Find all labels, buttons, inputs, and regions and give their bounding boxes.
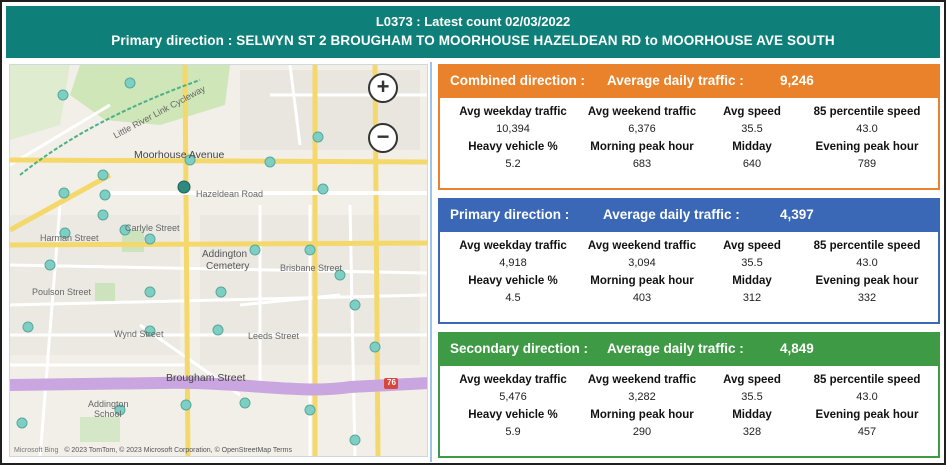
traffic-map[interactable]: Moorhouse Avenue Hazeldean Road Carlyle … (9, 64, 428, 457)
map-attribution-text[interactable]: © 2023 TomTom, © 2023 Microsoft Corporat… (64, 447, 292, 454)
map-provider-logo: Microsoft Bing (14, 447, 59, 454)
route-76-shield (384, 378, 398, 389)
map-label-leeds: Leeds Street (248, 331, 300, 341)
primary-title: Primary direction : (450, 207, 570, 222)
stat-label: Evening peak hour (815, 275, 919, 287)
stat-label: Evening peak hour (815, 409, 919, 421)
school-green (80, 417, 120, 442)
map-label-addington-school-1: Addington (88, 399, 129, 409)
primary-midday: 312 (742, 292, 762, 304)
primary-direction-title: Primary direction : SELWYN ST 2 BROUGHAM… (111, 33, 835, 48)
map-label-addington-cemetery-2: Cemetery (206, 261, 250, 272)
secondary-adt-label: Average daily traffic : (607, 341, 744, 356)
page-header: L0373 : Latest count 02/03/2022 Primary … (6, 6, 940, 58)
small-park (95, 283, 115, 301)
combined-heavy: 5.2 (505, 158, 521, 170)
park-area (70, 65, 230, 125)
combined-adt-value: 9,246 (780, 73, 814, 88)
combined-panel-header: Combined direction : Average daily traff… (440, 66, 938, 98)
primary-avg-weekend: 3,094 (628, 257, 656, 269)
combined-midday: 640 (742, 158, 762, 170)
secondary-panel-header: Secondary direction : Average daily traf… (440, 334, 938, 366)
primary-stats: Avg weekday traffic 4,918 Avg weekend tra… (444, 240, 938, 310)
stat-label: Midday (732, 141, 772, 153)
primary-direction-panel: Primary direction : Average daily traffi… (438, 198, 940, 324)
map-label-addington-school-2: School (94, 409, 122, 419)
combined-title: Combined direction : (450, 73, 585, 88)
stat-label: Morning peak hour (590, 409, 694, 421)
primary-avg-weekday: 4,918 (499, 257, 527, 269)
primary-adt-label: Average daily traffic : (603, 207, 740, 222)
stat-label: Morning peak hour (590, 141, 694, 153)
primary-adt-value: 4,397 (780, 207, 814, 222)
combined-adt-label: Average daily traffic : (607, 73, 744, 88)
stat-label: 85 percentile speed (813, 240, 921, 252)
combined-stats: Avg weekday traffic 10,394 Avg weekend tr… (444, 106, 938, 176)
stat-label: Heavy vehicle % (468, 409, 558, 421)
cycleway-line (19, 79, 201, 176)
map-attribution: Microsoft Bing © 2023 TomTom, © 2023 Mic… (14, 447, 292, 454)
combined-direction-panel: Combined direction : Average daily traff… (438, 64, 940, 190)
zoom-in-button[interactable]: + (368, 73, 398, 103)
park-area-2 (10, 65, 70, 140)
zoom-out-button[interactable]: − (368, 123, 398, 153)
combined-p85: 43.0 (856, 123, 878, 135)
stat-label: Avg weekday traffic (459, 106, 567, 118)
secondary-avg-speed: 35.5 (741, 391, 763, 403)
stat-label: Avg weekend traffic (587, 106, 697, 118)
stat-label: Midday (732, 409, 772, 421)
primary-p85: 43.0 (856, 257, 878, 269)
secondary-avg-weekday: 5,476 (499, 391, 527, 403)
stat-label: 85 percentile speed (813, 374, 921, 386)
secondary-p85: 43.0 (856, 391, 878, 403)
primary-morning: 403 (632, 292, 652, 304)
secondary-avg-weekend: 3,282 (628, 391, 656, 403)
secondary-evening: 457 (857, 426, 877, 438)
selected-count-site-marker (177, 180, 191, 194)
combined-avg-weekday: 10,394 (496, 123, 530, 135)
stat-label: Avg speed (723, 374, 781, 386)
map-label-poulson: Poulson Street (32, 287, 92, 297)
primary-evening: 332 (857, 292, 877, 304)
map-label-moorhouse: Moorhouse Avenue (134, 149, 225, 161)
map-label-carlyle: Carlyle Street (125, 223, 180, 233)
secondary-morning: 290 (632, 426, 652, 438)
secondary-stats: Avg weekday traffic 5,476 Avg weekend tra… (444, 374, 938, 444)
primary-panel-header: Primary direction : Average daily traffi… (440, 200, 938, 232)
primary-avg-speed: 35.5 (741, 257, 763, 269)
route-76-label: 76 (387, 378, 396, 387)
brougham-street-road (10, 376, 427, 396)
stat-label: 85 percentile speed (813, 106, 921, 118)
count-title: L0373 : Latest count 02/03/2022 (375, 14, 571, 29)
stat-label: Avg weekday traffic (459, 374, 567, 386)
stat-label: Evening peak hour (815, 141, 919, 153)
secondary-heavy: 5.9 (505, 426, 521, 438)
stat-label: Avg speed (723, 240, 781, 252)
map-label-brougham: Brougham Street (166, 372, 246, 384)
stat-label: Avg speed (723, 106, 781, 118)
stat-label: Avg weekend traffic (587, 240, 697, 252)
secondary-adt-value: 4,849 (780, 341, 814, 356)
stat-label: Heavy vehicle % (468, 141, 558, 153)
map-label-brisbane: Brisbane Street (280, 263, 343, 273)
map-label-addington-cemetery-1: Addington (202, 249, 248, 260)
combined-avg-speed: 35.5 (741, 123, 763, 135)
map-label-hazeldean: Hazeldean Road (196, 189, 264, 199)
primary-heavy: 4.5 (505, 292, 521, 304)
combined-evening: 789 (857, 158, 877, 170)
divider (430, 62, 432, 462)
secondary-title: Secondary direction : (450, 341, 589, 356)
secondary-midday: 328 (742, 426, 762, 438)
combined-morning: 683 (632, 158, 652, 170)
map-label-wynd: Wynd Street (114, 329, 164, 339)
stat-label: Midday (732, 275, 772, 287)
secondary-direction-panel: Secondary direction : Average daily traf… (438, 332, 940, 458)
combined-avg-weekend: 6,376 (628, 123, 656, 135)
stat-label: Avg weekday traffic (459, 240, 567, 252)
stat-label: Avg weekend traffic (587, 374, 697, 386)
stat-label: Morning peak hour (590, 275, 694, 287)
map-label-harman: Harman Street (40, 233, 99, 243)
stat-label: Heavy vehicle % (468, 275, 558, 287)
